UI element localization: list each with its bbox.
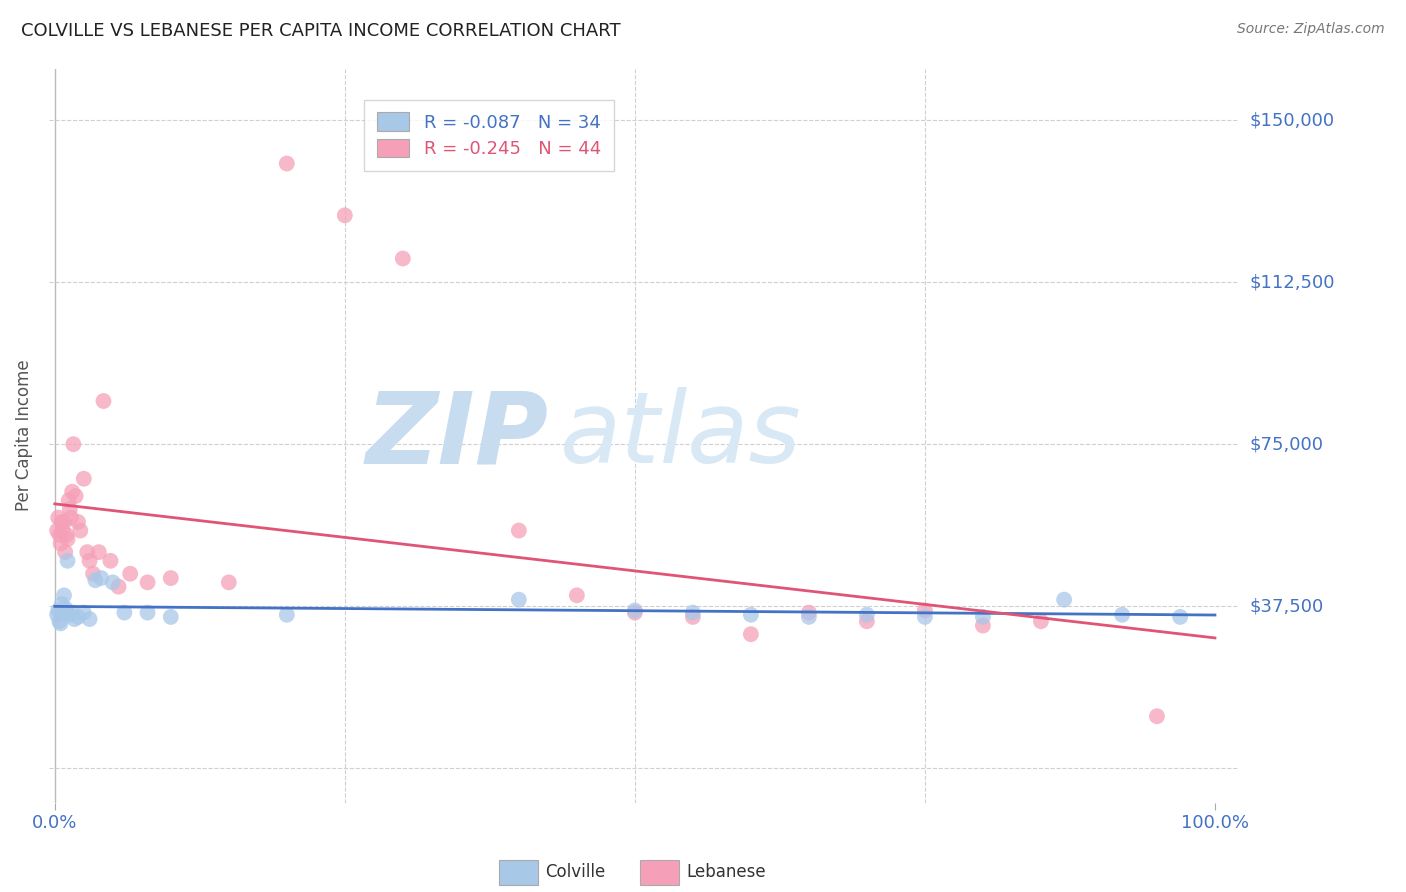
Point bbox=[1029, 614, 1052, 628]
Point bbox=[53, 515, 76, 529]
Text: $150,000: $150,000 bbox=[1250, 112, 1334, 129]
Point bbox=[53, 601, 76, 615]
Text: atlas: atlas bbox=[561, 387, 801, 484]
Point bbox=[508, 592, 530, 607]
Point bbox=[1053, 592, 1076, 607]
Point bbox=[46, 524, 69, 538]
Point bbox=[73, 606, 96, 620]
Point bbox=[65, 489, 87, 503]
Point bbox=[46, 603, 69, 617]
Point bbox=[46, 607, 69, 622]
Point bbox=[797, 610, 820, 624]
Point bbox=[508, 524, 530, 538]
Point bbox=[120, 566, 142, 581]
Point bbox=[66, 515, 89, 529]
Point bbox=[392, 252, 415, 266]
Point bbox=[51, 515, 73, 529]
Point bbox=[1168, 610, 1191, 624]
Point bbox=[914, 603, 936, 617]
Point bbox=[55, 528, 77, 542]
Point bbox=[76, 545, 98, 559]
Point bbox=[79, 612, 101, 626]
Text: Source: ZipAtlas.com: Source: ZipAtlas.com bbox=[1237, 22, 1385, 37]
Point bbox=[63, 612, 86, 626]
Point bbox=[107, 580, 129, 594]
Point bbox=[856, 614, 879, 628]
Point bbox=[49, 616, 72, 631]
Legend: R = -0.087   N = 34, R = -0.245   N = 44: R = -0.087 N = 34, R = -0.245 N = 44 bbox=[364, 100, 613, 170]
Point bbox=[48, 614, 70, 628]
Text: ZIP: ZIP bbox=[366, 387, 548, 484]
Point bbox=[62, 437, 84, 451]
Point bbox=[914, 610, 936, 624]
Point bbox=[46, 510, 69, 524]
Point bbox=[60, 510, 83, 524]
Text: $37,500: $37,500 bbox=[1250, 597, 1323, 615]
Point bbox=[856, 607, 879, 622]
Point bbox=[159, 571, 181, 585]
Point bbox=[101, 575, 124, 590]
Point bbox=[87, 545, 110, 559]
Point bbox=[797, 606, 820, 620]
Point bbox=[52, 606, 75, 620]
Point bbox=[972, 610, 994, 624]
Point bbox=[93, 394, 115, 409]
Point bbox=[59, 502, 82, 516]
Point bbox=[56, 532, 79, 546]
Point bbox=[100, 554, 122, 568]
Point bbox=[69, 524, 91, 538]
Text: Lebanese: Lebanese bbox=[686, 863, 766, 881]
Point bbox=[136, 575, 159, 590]
Point bbox=[565, 588, 588, 602]
Point bbox=[84, 573, 107, 587]
Point bbox=[79, 554, 101, 568]
Point bbox=[624, 606, 647, 620]
Y-axis label: Per Capita Income: Per Capita Income bbox=[15, 359, 32, 511]
Point bbox=[218, 575, 240, 590]
Text: Colville: Colville bbox=[546, 863, 606, 881]
Point bbox=[740, 627, 762, 641]
Point bbox=[53, 545, 76, 559]
Point bbox=[276, 156, 298, 170]
Point bbox=[49, 536, 72, 550]
Point bbox=[136, 606, 159, 620]
Text: $112,500: $112,500 bbox=[1250, 273, 1334, 292]
Point bbox=[1146, 709, 1168, 723]
Point bbox=[55, 606, 77, 620]
Point bbox=[82, 566, 104, 581]
Point bbox=[53, 588, 76, 602]
Point bbox=[624, 603, 647, 617]
Point bbox=[58, 493, 80, 508]
Point bbox=[60, 484, 83, 499]
Point bbox=[1111, 607, 1133, 622]
Point bbox=[276, 607, 298, 622]
Point bbox=[73, 472, 96, 486]
Text: COLVILLE VS LEBANESE PER CAPITA INCOME CORRELATION CHART: COLVILLE VS LEBANESE PER CAPITA INCOME C… bbox=[21, 22, 620, 40]
Point bbox=[56, 554, 79, 568]
Point bbox=[682, 610, 704, 624]
Point bbox=[740, 607, 762, 622]
Point bbox=[60, 606, 83, 620]
Point bbox=[112, 606, 135, 620]
Point bbox=[333, 208, 356, 222]
Point bbox=[66, 610, 89, 624]
Point bbox=[52, 524, 75, 538]
Point bbox=[159, 610, 181, 624]
Point bbox=[90, 571, 112, 585]
Point bbox=[59, 607, 82, 622]
Point bbox=[51, 597, 73, 611]
Point bbox=[682, 606, 704, 620]
Point bbox=[972, 618, 994, 632]
Point bbox=[48, 528, 70, 542]
Text: $75,000: $75,000 bbox=[1250, 435, 1323, 453]
